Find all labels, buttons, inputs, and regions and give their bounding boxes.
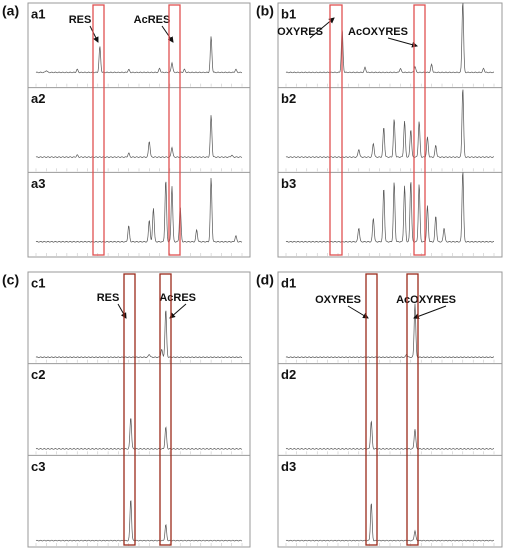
chromatogram-trace bbox=[35, 115, 243, 158]
subpanel-label: d3 bbox=[281, 459, 296, 474]
chromatogram-trace bbox=[35, 36, 243, 74]
highlight-box bbox=[123, 273, 136, 546]
panel-frame bbox=[27, 271, 251, 548]
peak-annotation: AcOXYRES bbox=[348, 26, 408, 38]
peak-annotation: AcRES bbox=[159, 292, 196, 304]
subpanel-label: a3 bbox=[31, 176, 45, 191]
chromatogram-trace bbox=[35, 310, 243, 358]
subpanel-label: b2 bbox=[281, 91, 296, 106]
panel: (c) c1 RES AcRES c2 c3 bbox=[2, 271, 251, 548]
subpanel-label: a2 bbox=[31, 91, 45, 106]
subpanel-label: c3 bbox=[31, 459, 45, 474]
annotation-arrow bbox=[89, 25, 99, 43]
peak-annotation: RES bbox=[69, 14, 92, 26]
subpanel-label: b3 bbox=[281, 176, 296, 191]
peak-annotation: AcRES bbox=[134, 14, 171, 26]
highlight-box bbox=[159, 273, 172, 546]
panel-label: (a) bbox=[2, 3, 19, 19]
chromatogram-trace bbox=[285, 172, 494, 243]
panel-frame bbox=[27, 2, 251, 258]
peak-annotation: OXYRES bbox=[277, 26, 323, 38]
subpanel-label: c2 bbox=[31, 367, 45, 382]
chromatogram-trace bbox=[35, 177, 243, 243]
subpanel-label: b1 bbox=[281, 6, 296, 21]
chromatogram-trace bbox=[285, 3, 495, 74]
peak-annotation: RES bbox=[97, 292, 120, 304]
highlight-box bbox=[413, 4, 426, 256]
panel-label: (b) bbox=[256, 3, 274, 19]
chromatogram-trace bbox=[285, 503, 495, 542]
chromatogram-trace bbox=[35, 500, 243, 542]
panel-label: (d) bbox=[256, 272, 274, 288]
subpanel-label: d2 bbox=[281, 367, 296, 382]
highlight-box bbox=[329, 4, 343, 256]
chromatogram-trace bbox=[285, 89, 495, 158]
peak-annotation: OXYRES bbox=[315, 294, 361, 306]
subpanel-label: c1 bbox=[31, 275, 45, 290]
highlight-box bbox=[92, 4, 105, 256]
panel-label: (c) bbox=[2, 272, 19, 288]
peak-annotation: AcOXYRES bbox=[396, 294, 456, 306]
chromatogram-trace bbox=[285, 303, 494, 358]
annotation-arrow bbox=[161, 25, 174, 43]
chromatogram-trace bbox=[35, 418, 243, 450]
chromatogram-trace bbox=[285, 420, 495, 450]
annotation-arrow bbox=[387, 37, 418, 48]
highlight-box bbox=[365, 273, 378, 546]
annotation-arrow bbox=[169, 303, 187, 319]
panel: (d) d1 OXYRES AcOXYRES d2 d3 bbox=[256, 271, 503, 548]
highlight-box bbox=[406, 273, 419, 546]
panel: (b) b1 OXYRES AcOXYRES b2 b3 bbox=[256, 2, 503, 258]
annotation-arrow bbox=[117, 303, 127, 319]
panel-frame bbox=[277, 271, 503, 548]
panel: (a) a1 RES AcRES a2 a3 bbox=[2, 2, 251, 258]
subpanel-label: a1 bbox=[31, 6, 45, 21]
annotation-arrow bbox=[413, 305, 447, 320]
subpanel-label: d1 bbox=[281, 275, 296, 290]
panel-frame bbox=[277, 2, 503, 258]
highlight-box bbox=[168, 4, 181, 256]
annotation-arrow bbox=[347, 305, 369, 319]
